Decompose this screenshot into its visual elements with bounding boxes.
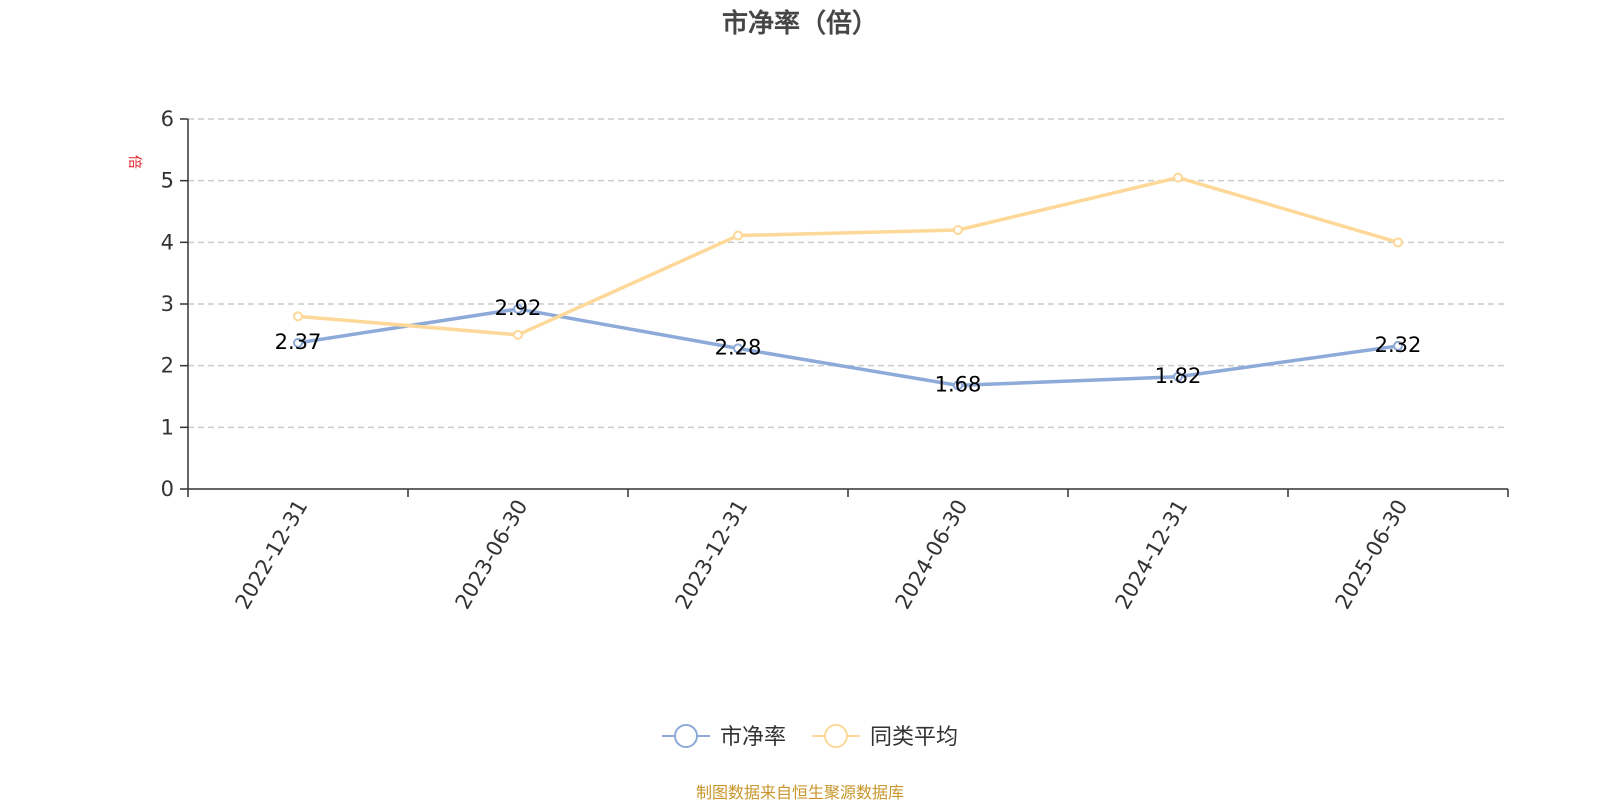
data-label: 1.68 [935, 372, 982, 396]
data-point [513, 329, 523, 340]
y-tick-label: 3 [161, 292, 174, 316]
y-axis-unit-label: 倍 [126, 155, 142, 169]
data-point [1393, 340, 1403, 351]
y-tick-label: 1 [161, 415, 174, 439]
legend-label: 市净率 [720, 725, 786, 750]
series-line [297, 175, 1399, 337]
data-labels: 2.37 2.92 2.28 1.68 1.82 2.32 [275, 296, 1422, 396]
x-tick-label: 2024-06-30 [891, 496, 973, 614]
data-point [293, 337, 303, 348]
y-tick-label: 5 [161, 169, 174, 193]
data-label: 2.32 [1375, 333, 1422, 357]
data-point [953, 225, 963, 235]
x-tick-label: 2023-06-30 [451, 496, 533, 614]
data-point [513, 303, 523, 314]
legend-marker [674, 724, 698, 748]
x-tick-label: 2025-06-30 [1331, 496, 1413, 614]
legend[interactable]: 市净率 同类平均 [662, 724, 958, 750]
data-point [953, 380, 963, 391]
legend-marker [824, 724, 848, 748]
data-point [1173, 172, 1183, 183]
series [293, 172, 1403, 391]
legend-item-2[interactable]: 同类平均 [812, 724, 958, 750]
y-tick-label: 4 [161, 230, 174, 254]
y-tick-label: 0 [161, 477, 174, 501]
x-tick-label: 2024-12-31 [1111, 496, 1193, 614]
data-point [733, 230, 743, 241]
data-label: 2.28 [715, 335, 762, 359]
chart-title: 市净率（倍） [722, 8, 878, 39]
legend-label: 同类平均 [870, 725, 958, 750]
data-label: 2.92 [495, 296, 542, 320]
data-point [733, 343, 743, 354]
grid-lines [188, 118, 1508, 429]
data-point [293, 311, 303, 322]
data-label: 1.82 [1155, 364, 1202, 388]
x-tick-label: 2023-12-31 [671, 496, 753, 614]
y-tick-label: 6 [161, 107, 174, 131]
data-point [1393, 237, 1403, 248]
series-line [297, 307, 1399, 388]
source-note: 制图数据来自恒生聚源数据库 [696, 783, 904, 800]
data-point [1173, 371, 1183, 382]
x-tick-label: 2022-12-31 [231, 496, 313, 614]
legend-item-1[interactable]: 市净率 [662, 724, 786, 750]
data-label: 2.37 [275, 330, 322, 354]
series-1 [293, 303, 1403, 391]
series-2 [293, 172, 1403, 340]
y-tick-label: 2 [161, 354, 174, 378]
